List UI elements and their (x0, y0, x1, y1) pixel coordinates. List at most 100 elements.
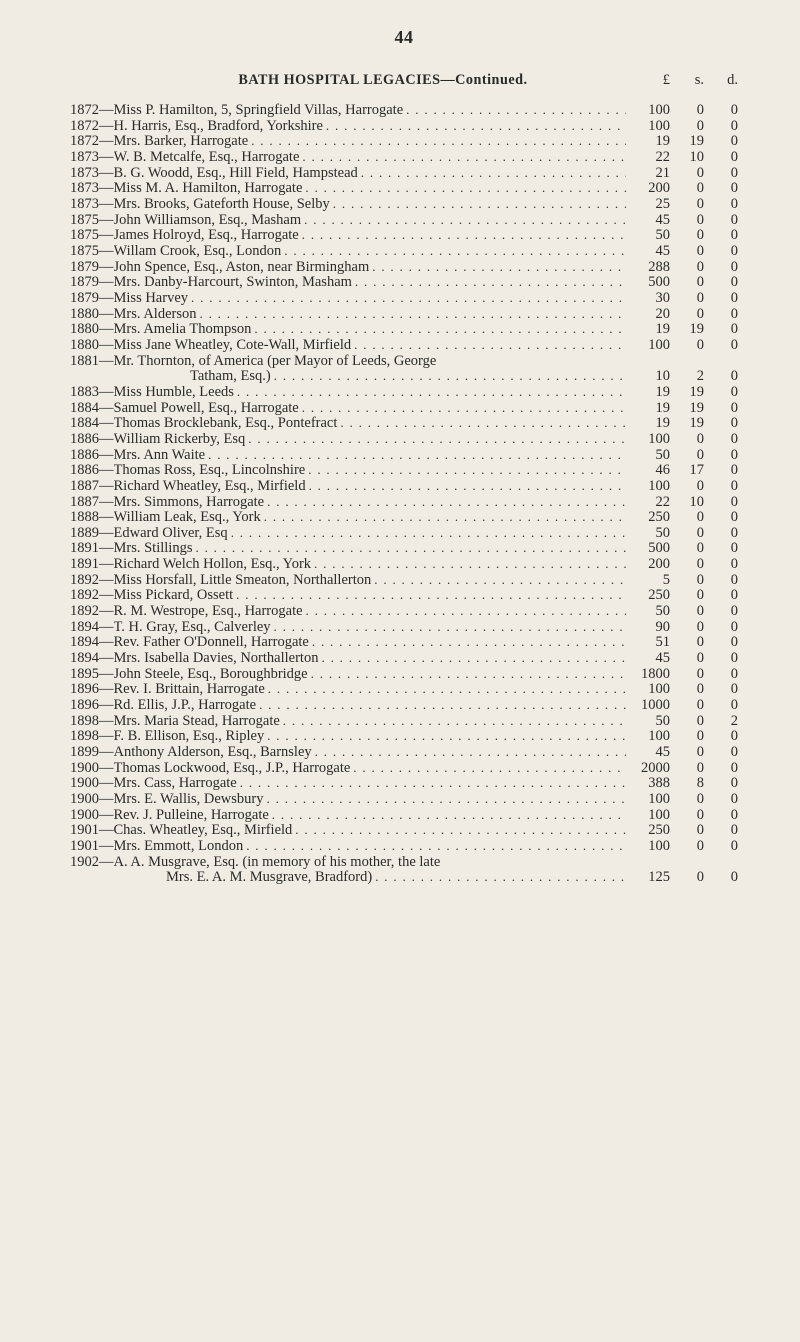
amount-pounds: 500 (626, 275, 670, 291)
entry-description: R. M. Westrope, Esq., Harrogate (114, 604, 627, 620)
amount-pounds: 30 (626, 291, 670, 307)
table-row: 1887—Richard Wheatley, Esq., Mirfield100… (70, 479, 738, 495)
amount-shillings: 0 (670, 588, 704, 604)
amount-shillings: 0 (670, 870, 704, 886)
amount-pounds: 100 (626, 479, 670, 495)
table-row: 1881—Mr. Thornton, of America (per Mayor… (70, 354, 738, 370)
table-row: 1892—Miss Horsfall, Little Smeaton, Nort… (70, 573, 738, 589)
entry-year: 1880— (70, 307, 114, 323)
table-row: 1895—John Steele, Esq., Boroughbridge180… (70, 667, 738, 683)
table-row: 1888—William Leak, Esq., York25000 (70, 510, 738, 526)
entry-year: 1886— (70, 432, 114, 448)
entry-description: Miss Horsfall, Little Smeaton, Northalle… (114, 573, 627, 589)
amount-pence: 2 (704, 714, 738, 730)
amount-shillings: 0 (670, 526, 704, 542)
amount-shillings: 17 (670, 463, 704, 479)
amount-pounds: 25 (626, 197, 670, 213)
amount-pounds: 90 (626, 620, 670, 636)
entry-description: William Leak, Esq., York (114, 510, 627, 526)
entry-year: 1894— (70, 635, 114, 651)
entry-description: Mrs. Ann Waite (114, 448, 627, 464)
amount-pence: 0 (704, 823, 738, 839)
amount-pounds: 22 (626, 150, 670, 166)
amount-shillings: 0 (670, 307, 704, 323)
amount-pounds: 388 (626, 776, 670, 792)
amount-pence: 0 (704, 479, 738, 495)
amount-pounds: 288 (626, 260, 670, 276)
entry-description: John Steele, Esq., Boroughbridge (114, 667, 627, 683)
amount-shillings: 0 (670, 213, 704, 229)
table-row: Tatham, Esq.)1020 (70, 369, 738, 385)
amount-pence: 0 (704, 291, 738, 307)
entry-year: 1894— (70, 651, 114, 667)
amount-shillings: 0 (670, 839, 704, 855)
entry-description: Mrs. Simmons, Harrogate (114, 495, 627, 511)
entry-description: Mrs. Amelia Thompson (114, 322, 627, 338)
entry-year: 1884— (70, 416, 114, 432)
amount-pence: 0 (704, 416, 738, 432)
amount-pounds: 21 (626, 166, 670, 182)
table-row: 1873—W. B. Metcalfe, Esq., Harrogate2210… (70, 150, 738, 166)
entry-description: Willam Crook, Esq., London (114, 244, 627, 260)
amount-shillings: 0 (670, 244, 704, 260)
entry-description: Rd. Ellis, J.P., Harrogate (114, 698, 627, 714)
amount-shillings: 0 (670, 103, 704, 119)
entry-description: Mrs. Cass, Harrogate (114, 776, 627, 792)
col-shillings: s. (670, 73, 704, 89)
amount-shillings: 0 (670, 557, 704, 573)
amount-shillings: 0 (670, 667, 704, 683)
entry-description: T. H. Gray, Esq., Calverley (114, 620, 627, 636)
entry-description: Miss Harvey (114, 291, 627, 307)
entry-description: Thomas Ross, Esq., Lincolnshire (114, 463, 627, 479)
entry-description: Rev. Father O'Donnell, Harrogate (114, 635, 627, 651)
entry-year: 1901— (70, 823, 114, 839)
amount-shillings: 0 (670, 448, 704, 464)
table-row: 1896—Rd. Ellis, J.P., Harrogate100000 (70, 698, 738, 714)
amount-shillings: 0 (670, 228, 704, 244)
amount-pounds: 100 (626, 338, 670, 354)
amount-pounds: 45 (626, 745, 670, 761)
entry-description: Mrs. Alderson (114, 307, 627, 323)
entry-year: 1899— (70, 745, 114, 761)
table-row: 1872—Miss P. Hamilton, 5, Springfield Vi… (70, 103, 738, 119)
amount-pounds: 20 (626, 307, 670, 323)
amount-pounds: 500 (626, 541, 670, 557)
entry-description: Miss Jane Wheatley, Cote-Wall, Mirfield (114, 338, 627, 354)
table-row: 1889—Edward Oliver, Esq5000 (70, 526, 738, 542)
entry-year: 1898— (70, 714, 114, 730)
amount-pounds: 100 (626, 119, 670, 135)
entry-year: 1879— (70, 275, 114, 291)
amount-pence: 0 (704, 244, 738, 260)
amount-pence: 0 (704, 682, 738, 698)
amount-pounds: 19 (626, 385, 670, 401)
entry-description: John Williamson, Esq., Masham (114, 213, 627, 229)
table-row: 1894—T. H. Gray, Esq., Calverley9000 (70, 620, 738, 636)
amount-shillings: 0 (670, 714, 704, 730)
amount-pounds: 50 (626, 448, 670, 464)
amount-shillings: 0 (670, 119, 704, 135)
amount-pence: 0 (704, 260, 738, 276)
amount-pounds: 1000 (626, 698, 670, 714)
amount-pence: 0 (704, 557, 738, 573)
entry-description: Rev. J. Pulleine, Harrogate (114, 808, 627, 824)
amount-pounds: 46 (626, 463, 670, 479)
table-row: 1883—Miss Humble, Leeds19190 (70, 385, 738, 401)
amount-pence: 0 (704, 510, 738, 526)
amount-pounds: 2000 (626, 761, 670, 777)
amount-pounds: 50 (626, 526, 670, 542)
table-row: 1880—Mrs. Alderson2000 (70, 307, 738, 323)
entry-year: 1900— (70, 761, 114, 777)
amount-pence: 0 (704, 213, 738, 229)
table-row: 1902—A. A. Musgrave, Esq. (in memory of … (70, 855, 738, 871)
table-row: 1886—Thomas Ross, Esq., Lincolnshire4617… (70, 463, 738, 479)
amount-shillings: 0 (670, 197, 704, 213)
entry-description: Mr. Thornton, of America (per Mayor of L… (114, 354, 627, 370)
amount-pence: 0 (704, 870, 738, 886)
table-row: 1887—Mrs. Simmons, Harrogate22100 (70, 495, 738, 511)
amount-pounds: 125 (626, 870, 670, 886)
entry-year: 1894— (70, 620, 114, 636)
amount-pence: 0 (704, 119, 738, 135)
entry-year: 1888— (70, 510, 114, 526)
amount-pence: 0 (704, 761, 738, 777)
amount-pence: 0 (704, 698, 738, 714)
